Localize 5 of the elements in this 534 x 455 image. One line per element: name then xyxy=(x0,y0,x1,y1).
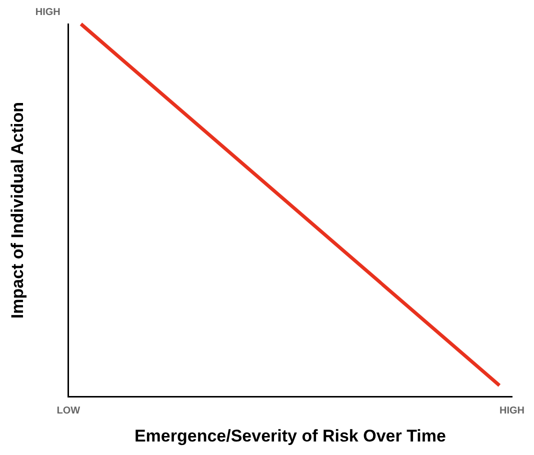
text: LOW xyxy=(56,405,81,416)
text: HIGH xyxy=(35,6,60,18)
y-axis-title: Impact of Individual Action xyxy=(8,102,27,319)
text: HIGH xyxy=(500,405,524,416)
x-axis-title: Emergence/Severity of Risk Over Time xyxy=(134,426,446,446)
